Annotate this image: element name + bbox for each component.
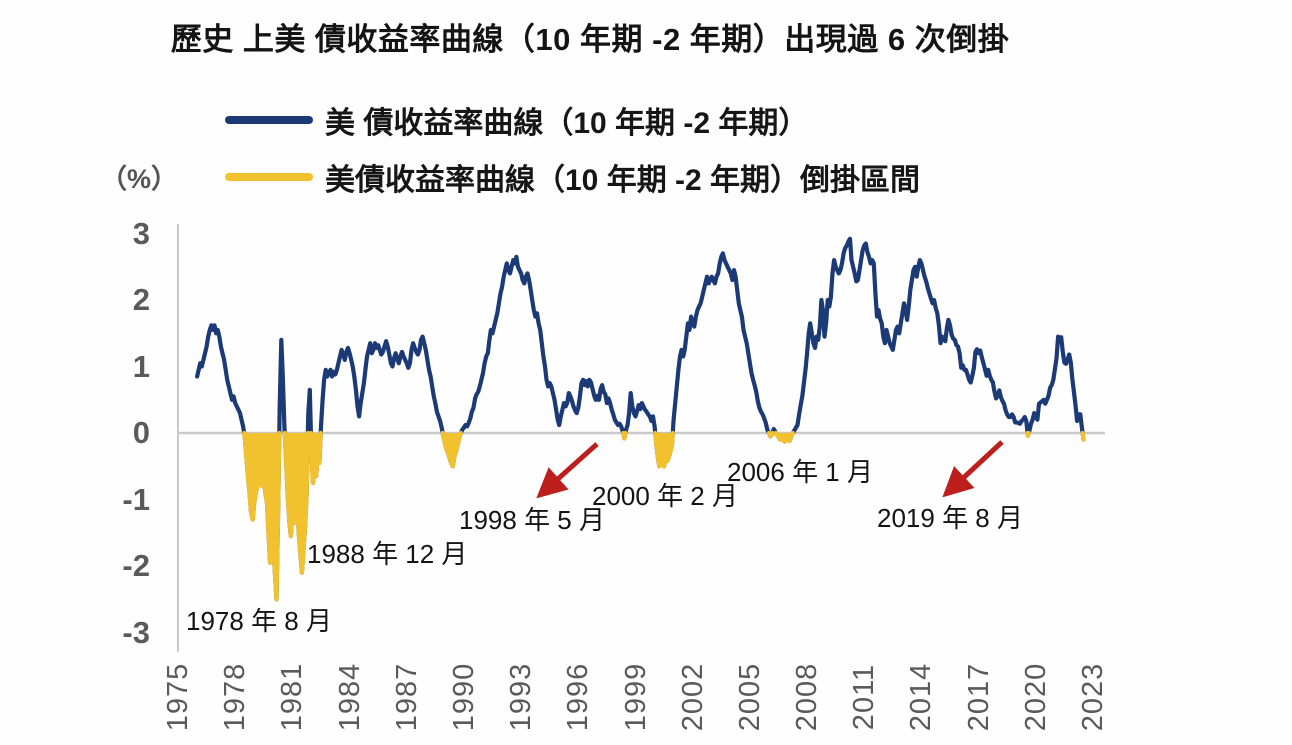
y-axis-tick-label: 1 — [132, 348, 150, 384]
annotation-label: 2000 年 2 月 — [592, 481, 738, 511]
inversion-line-path — [766, 430, 775, 439]
x-axis-tick-label: 2008 — [791, 662, 824, 732]
x-axis-tick-label: 2023 — [1077, 662, 1109, 732]
x-axis-tick-label: 1978 — [219, 662, 252, 732]
x-axis-tick-label: 2002 — [676, 662, 709, 732]
x-axis-tick-label: 1981 — [276, 662, 309, 732]
inversion-line-path — [242, 430, 282, 602]
y-axis-unit-label: （%） — [100, 164, 179, 194]
x-axis-tick-label: 1987 — [390, 662, 423, 732]
y-axis-tick-label: -1 — [122, 481, 150, 517]
x-axis-tick-label: 1990 — [447, 662, 480, 732]
inversion-line-path — [282, 430, 310, 575]
y-axis-tick-label: 3 — [132, 215, 150, 251]
annotation-label: 1998 年 5 月 — [459, 505, 605, 535]
x-axis-tick-label: 2017 — [962, 662, 995, 732]
y-axis-tick-label: 0 — [132, 415, 150, 450]
inversion-line-path — [308, 430, 323, 485]
x-axis-tick-label: 2005 — [733, 662, 766, 732]
inversion-line-path — [621, 430, 628, 441]
annotation-label: 1988 年 12 月 — [307, 539, 468, 569]
y-axis-tick-label: -2 — [122, 548, 150, 583]
inversion-area — [244, 433, 280, 600]
legend-item: 美債收益率曲線（10 年期 -2 年期）倒掛區間 — [225, 159, 920, 197]
x-axis-tick-label: 1996 — [562, 662, 595, 732]
y-axis-tick-label: 2 — [132, 282, 150, 317]
inversion-line-path — [773, 430, 795, 444]
legend-label: 美 債收益率曲線（10 年期 -2 年期） — [325, 107, 809, 140]
annotation-arrow — [942, 440, 1004, 498]
y-axis-tick-label: -3 — [122, 614, 150, 650]
x-axis-tick-label: 1975 — [162, 662, 194, 732]
annotation-label: 2006 年 1 月 — [727, 457, 873, 487]
x-axis-tick-label: 1999 — [619, 662, 652, 732]
legend-label: 美債收益率曲線（10 年期 -2 年期）倒掛區間 — [325, 164, 921, 197]
legend-line-swatch-yellow — [225, 173, 313, 181]
inversion-area — [442, 433, 461, 467]
x-axis-tick-label: 2011 — [848, 663, 881, 731]
legend: 美 債收益率曲線（10 年期 -2 年期） 美債收益率曲線（10 年期 -2 年期… — [225, 102, 920, 216]
annotation-label: 1978 年 8 月 — [186, 606, 332, 636]
x-axis-tick-label: 2020 — [1019, 662, 1052, 732]
annotation-arrow — [536, 442, 599, 499]
inversion-line-path — [653, 430, 675, 469]
legend-item: 美 債收益率曲線（10 年期 -2 年期） — [225, 102, 920, 140]
inversion-line-path — [440, 430, 463, 469]
x-axis-tick-label: 2014 — [905, 662, 938, 732]
x-axis-tick-label: 1984 — [333, 662, 366, 732]
x-axis-tick-label: 1993 — [505, 662, 538, 732]
spread-line-path — [195, 236, 1086, 602]
annotation-label: 2019 年 8 月 — [877, 503, 1023, 533]
legend-line-swatch-blue — [225, 116, 313, 124]
inversion-line-path — [1080, 430, 1086, 442]
inversion-line-path — [1025, 430, 1031, 438]
chart-title: 歷史 上美 債收益率曲線（10 年期 -2 年期）出現過 6 次倒掛 — [170, 22, 1010, 57]
